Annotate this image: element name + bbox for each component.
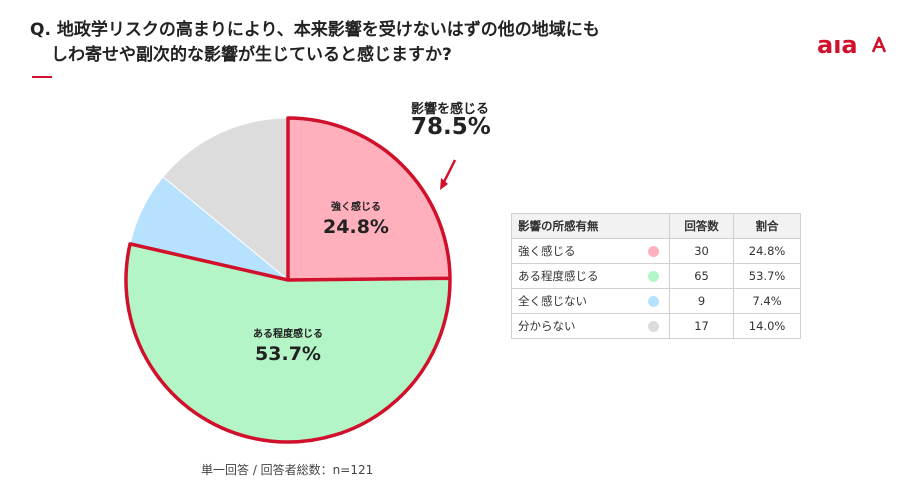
row-label: 強く感じる bbox=[511, 238, 638, 264]
row-percent: 7.4% bbox=[733, 288, 801, 314]
question-title-line2: しわ寄せや副次的な影響が生じていると感じますか? bbox=[51, 45, 452, 65]
brand-logo-text: aıa bbox=[817, 32, 858, 58]
row-count: 65 bbox=[669, 263, 735, 289]
legend-header-row: 影響の所感有無 回答数 割合 bbox=[510, 213, 801, 239]
highlight-outline bbox=[124, 116, 452, 444]
legend-header-percent: 割合 bbox=[733, 213, 801, 239]
table-row: 全く感じない 9 7.4% bbox=[511, 288, 801, 314]
slice-label-strong-value: 24.8% bbox=[323, 216, 389, 238]
slice-label-somewhat-name: ある程度感じる bbox=[253, 329, 323, 340]
question-title: Q. 地政学リスクの高まりにより、本来影響を受けないはずの他の地域にも しわ寄せ… bbox=[30, 18, 730, 68]
question-title-line1: Q. 地政学リスクの高まりにより、本来影響を受けないはずの他の地域にも bbox=[30, 20, 600, 40]
row-count: 30 bbox=[669, 238, 735, 264]
row-percent: 24.8% bbox=[733, 238, 801, 264]
legend-header-count: 回答数 bbox=[669, 213, 735, 239]
row-label: ある程度感じる bbox=[511, 263, 638, 289]
row-label: 分からない bbox=[511, 313, 638, 339]
pie-slices bbox=[125, 117, 451, 443]
title-accent-line bbox=[32, 76, 52, 78]
footnote: 単一回答 / 回答者総数：n=121 bbox=[201, 463, 374, 477]
slice-label-somewhat-value: 53.7% bbox=[255, 343, 321, 365]
slice-label-strong: 強く感じる 24.8% bbox=[306, 198, 406, 238]
a-logo-icon bbox=[871, 36, 887, 53]
legend-header-category: 影響の所感有無 bbox=[510, 213, 671, 239]
legend-swatch-dot bbox=[647, 246, 659, 257]
brand-logo: aıa bbox=[817, 32, 887, 58]
callout-label: 影響を感じる bbox=[411, 102, 490, 117]
row-label: 全く感じない bbox=[511, 288, 638, 314]
callout-arrow bbox=[440, 159, 457, 190]
table-row: 分からない 17 14.0% bbox=[511, 313, 801, 339]
slice-label-strong-name: 強く感じる bbox=[331, 202, 381, 213]
legend-swatch-dot bbox=[647, 296, 659, 307]
row-percent: 53.7% bbox=[733, 263, 801, 289]
table-row: ある程度感じる 65 53.7% bbox=[511, 263, 801, 289]
slice-label-somewhat: ある程度感じる 53.7% bbox=[228, 325, 348, 365]
legend-swatch-dot bbox=[647, 271, 659, 282]
row-count: 9 bbox=[669, 288, 735, 314]
row-percent: 14.0% bbox=[733, 313, 801, 339]
pie-slice-4 bbox=[162, 117, 289, 282]
callout-value: 78.5% bbox=[411, 114, 491, 140]
table-row: 強く感じる 30 24.8% bbox=[511, 238, 801, 264]
legend-swatch-dot bbox=[647, 321, 659, 332]
row-count: 17 bbox=[669, 313, 735, 339]
legend-table: 影響の所感有無 回答数 割合 強く感じる 30 24.8% ある程度感じる 65… bbox=[510, 213, 801, 339]
